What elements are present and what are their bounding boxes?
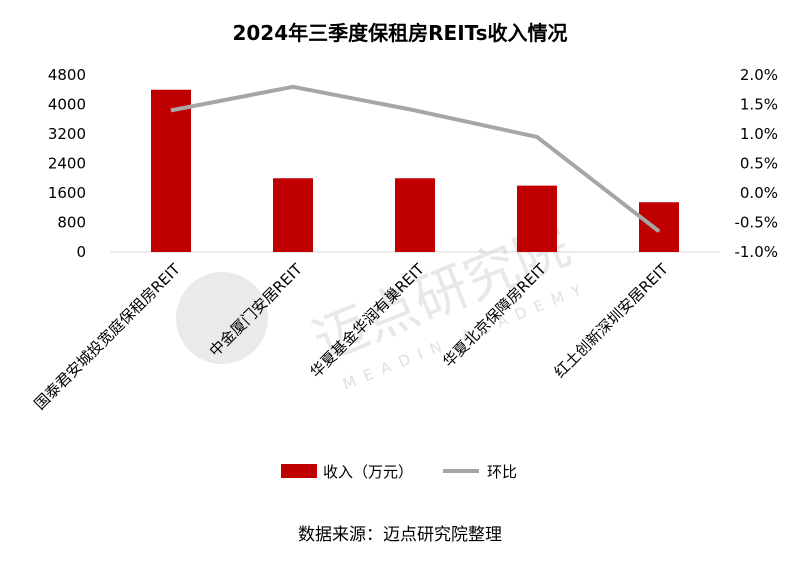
- right-axis: 2.0% 1.5% 1.0% 0.5% 0.0% -0.5% -1.0%: [734, 66, 778, 261]
- line-point: [414, 109, 416, 111]
- legend: 收入（万元） 环比: [281, 463, 517, 481]
- left-tick-label: 1600: [48, 184, 86, 202]
- line-series: [170, 84, 661, 233]
- legend-bar-label: 收入（万元）: [323, 463, 413, 481]
- legend-line-label: 环比: [487, 463, 517, 481]
- category-label: 国泰君安城投宽庭保租房REIT: [31, 260, 185, 414]
- source-note: 数据来源：迈点研究院整理: [298, 525, 502, 545]
- right-tick-label: -1.0%: [734, 243, 778, 261]
- line-point: [658, 230, 660, 232]
- right-tick-label: 1.5%: [740, 96, 778, 114]
- bar-series: [151, 89, 679, 252]
- right-tick-label: 1.0%: [740, 125, 778, 143]
- left-tick-label: 4800: [48, 66, 86, 84]
- bar: [273, 178, 313, 252]
- right-tick-label: -0.5%: [734, 214, 778, 232]
- right-tick-label: 2.0%: [740, 66, 778, 84]
- left-axis: 4800 4000 3200 2400 1600 800 0: [48, 66, 86, 261]
- right-tick-label: 0.0%: [740, 184, 778, 202]
- line-point: [170, 109, 172, 111]
- legend-bar-swatch: [281, 464, 317, 478]
- bar: [395, 178, 435, 252]
- left-tick-label: 2400: [48, 155, 86, 173]
- left-tick-label: 4000: [48, 96, 86, 114]
- line-point: [292, 86, 294, 88]
- category-label: 红土创新深圳安居REIT: [551, 260, 673, 382]
- left-tick-label: 800: [57, 214, 86, 232]
- left-tick-label: 3200: [48, 125, 86, 143]
- line-point: [536, 136, 538, 138]
- left-tick-label: 0: [76, 243, 86, 261]
- bar: [151, 89, 191, 252]
- bar: [517, 185, 557, 252]
- chart-title: 2024年三季度保租房REITs收入情况: [232, 21, 567, 45]
- watermark-logo-icon: [176, 272, 268, 364]
- right-tick-label: 0.5%: [740, 155, 778, 173]
- bar: [639, 202, 679, 252]
